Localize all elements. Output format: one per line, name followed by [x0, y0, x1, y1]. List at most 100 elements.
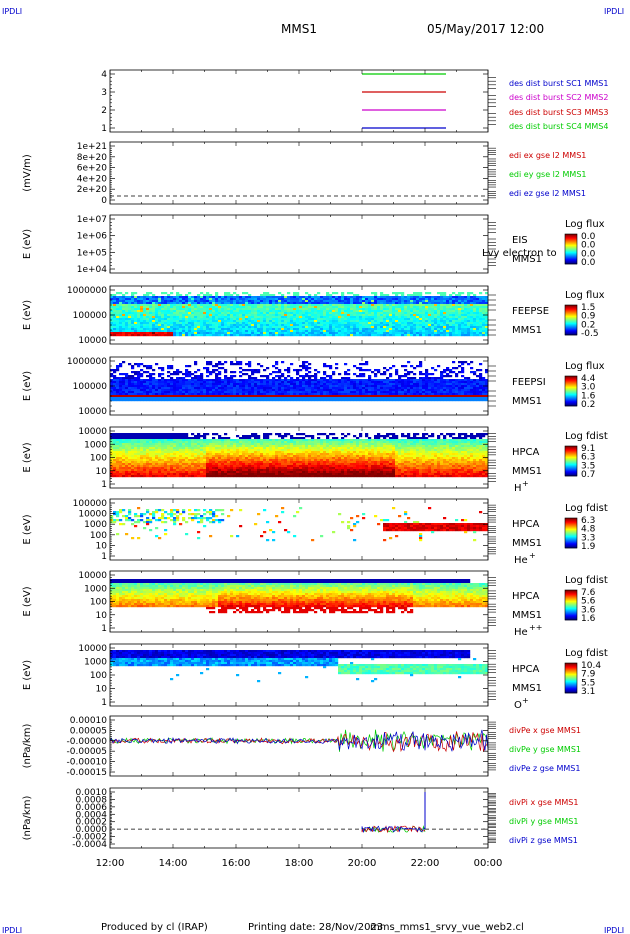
- spectrogram-cell: [299, 334, 303, 337]
- spectrogram-cell: [287, 326, 291, 329]
- spectrogram-cell: [344, 387, 348, 390]
- spectrogram-cell: [296, 371, 300, 374]
- spectrogram-cell: [470, 379, 474, 382]
- spectrogram-cell: [170, 332, 174, 335]
- spectrogram-cell: [353, 320, 357, 323]
- spectrogram-cell: [398, 385, 402, 388]
- spectrogram-cell: [320, 324, 324, 327]
- spectrogram-cell: [248, 300, 252, 303]
- spectrogram-cell: [281, 300, 285, 303]
- spectrogram-cell: [311, 318, 315, 321]
- spectrogram-cell: [266, 302, 270, 305]
- spectrogram-cell: [260, 304, 264, 307]
- spectrogram-cell: [113, 316, 117, 319]
- spectrogram-cell: [125, 302, 129, 305]
- spectrogram-cell: [419, 387, 423, 390]
- spectrogram-cell: [389, 304, 393, 307]
- colorbar-segment: [565, 392, 577, 394]
- spectrogram-cell: [407, 294, 411, 297]
- spectrogram-cell: [449, 320, 453, 323]
- spectrogram-cell: [326, 310, 330, 313]
- spectrogram-cell: [224, 399, 228, 402]
- spectrogram-cell: [389, 332, 393, 335]
- spectrogram-cell: [188, 292, 192, 295]
- spectrogram-cell: [443, 328, 447, 331]
- spectrogram-cell: [167, 316, 171, 319]
- spectrogram-cell: [281, 391, 285, 394]
- spectrogram-cell: [416, 328, 420, 331]
- spectrogram-cell: [197, 399, 201, 402]
- spectrogram-cell: [236, 298, 240, 301]
- spectrogram-cell: [257, 369, 261, 372]
- spectrogram-cell: [305, 361, 309, 364]
- spectrogram-cell: [224, 383, 228, 386]
- spectrogram-cell: [299, 330, 303, 333]
- spectrogram-cell: [473, 324, 477, 327]
- spectrogram-cell: [314, 302, 318, 305]
- spectrogram-cell: [449, 300, 453, 303]
- spectrogram-cell: [194, 326, 198, 329]
- spectrogram-cell: [293, 310, 297, 313]
- spectrogram-cell: [374, 312, 378, 315]
- spectrogram-cell: [245, 292, 249, 295]
- spectrogram-cell: [122, 318, 126, 321]
- spectrogram-cell: [257, 399, 261, 402]
- spectrogram-cell: [278, 391, 282, 394]
- spectrogram-cell: [209, 328, 213, 331]
- spectrogram-cell: [485, 292, 489, 295]
- spectrogram-cell: [437, 306, 441, 309]
- spectrogram-cell: [230, 302, 234, 305]
- spectrogram-cell: [155, 300, 159, 303]
- spectrogram-cell: [185, 393, 189, 396]
- spectrogram-cell: [386, 395, 390, 398]
- spectrogram-cell: [167, 334, 171, 337]
- spectrogram-cell: [458, 332, 462, 335]
- spectrogram-cell: [386, 391, 390, 394]
- spectrogram-cell: [155, 383, 159, 386]
- spectrogram-cell: [146, 296, 150, 299]
- spectrogram-cell: [410, 334, 414, 337]
- colorbar-tick-label: 0.2: [581, 320, 595, 330]
- spectrogram-cell: [404, 397, 408, 400]
- spectrogram-cell: [380, 334, 384, 337]
- spectrogram-cell: [305, 312, 309, 315]
- spectrogram-cell: [215, 397, 219, 400]
- spectrogram-cell: [431, 300, 435, 303]
- spectrogram-cell: [293, 322, 297, 325]
- spectrogram-cell: [149, 375, 153, 378]
- spectrogram-cell: [374, 373, 378, 376]
- spectrogram-cell: [314, 296, 318, 299]
- spectrogram-cell: [443, 399, 447, 402]
- spectrogram-cell: [413, 296, 417, 299]
- spectrogram-cell: [401, 312, 405, 315]
- spectrogram-cell: [170, 367, 174, 370]
- colorbar-segment: [565, 244, 577, 246]
- spectrogram-cell: [386, 332, 390, 335]
- spectrogram-cell: [476, 391, 480, 394]
- spectrogram-cell: [416, 300, 420, 303]
- spectrogram-cell: [206, 393, 210, 396]
- spectrogram-cell: [197, 322, 201, 325]
- spectrogram-cell: [113, 320, 117, 323]
- spectrogram-cell: [317, 330, 321, 333]
- spectrogram-cell: [365, 381, 369, 384]
- spectrogram-cell: [476, 399, 480, 402]
- spectrogram-cell: [302, 391, 306, 394]
- spectrogram-cell: [398, 300, 402, 303]
- spectrogram-cell: [248, 385, 252, 388]
- spectrogram-cell: [455, 306, 459, 309]
- spectrogram-cell: [116, 312, 120, 315]
- spectrogram-cell: [308, 363, 312, 366]
- spectrogram-cell: [314, 334, 318, 337]
- spectrogram-cell: [140, 316, 144, 319]
- spectrogram-cell: [248, 320, 252, 323]
- spectrogram-cell: [122, 469, 126, 472]
- spectrogram-cell: [236, 332, 240, 335]
- spectrogram-cell: [194, 332, 198, 335]
- spectrogram-cell: [233, 308, 237, 311]
- spectrogram-cell: [260, 365, 264, 368]
- spectrogram-cell: [359, 306, 363, 309]
- spectrogram-cell: [380, 373, 384, 376]
- spectrogram-cell: [284, 395, 288, 398]
- spectrogram-cell: [365, 324, 369, 327]
